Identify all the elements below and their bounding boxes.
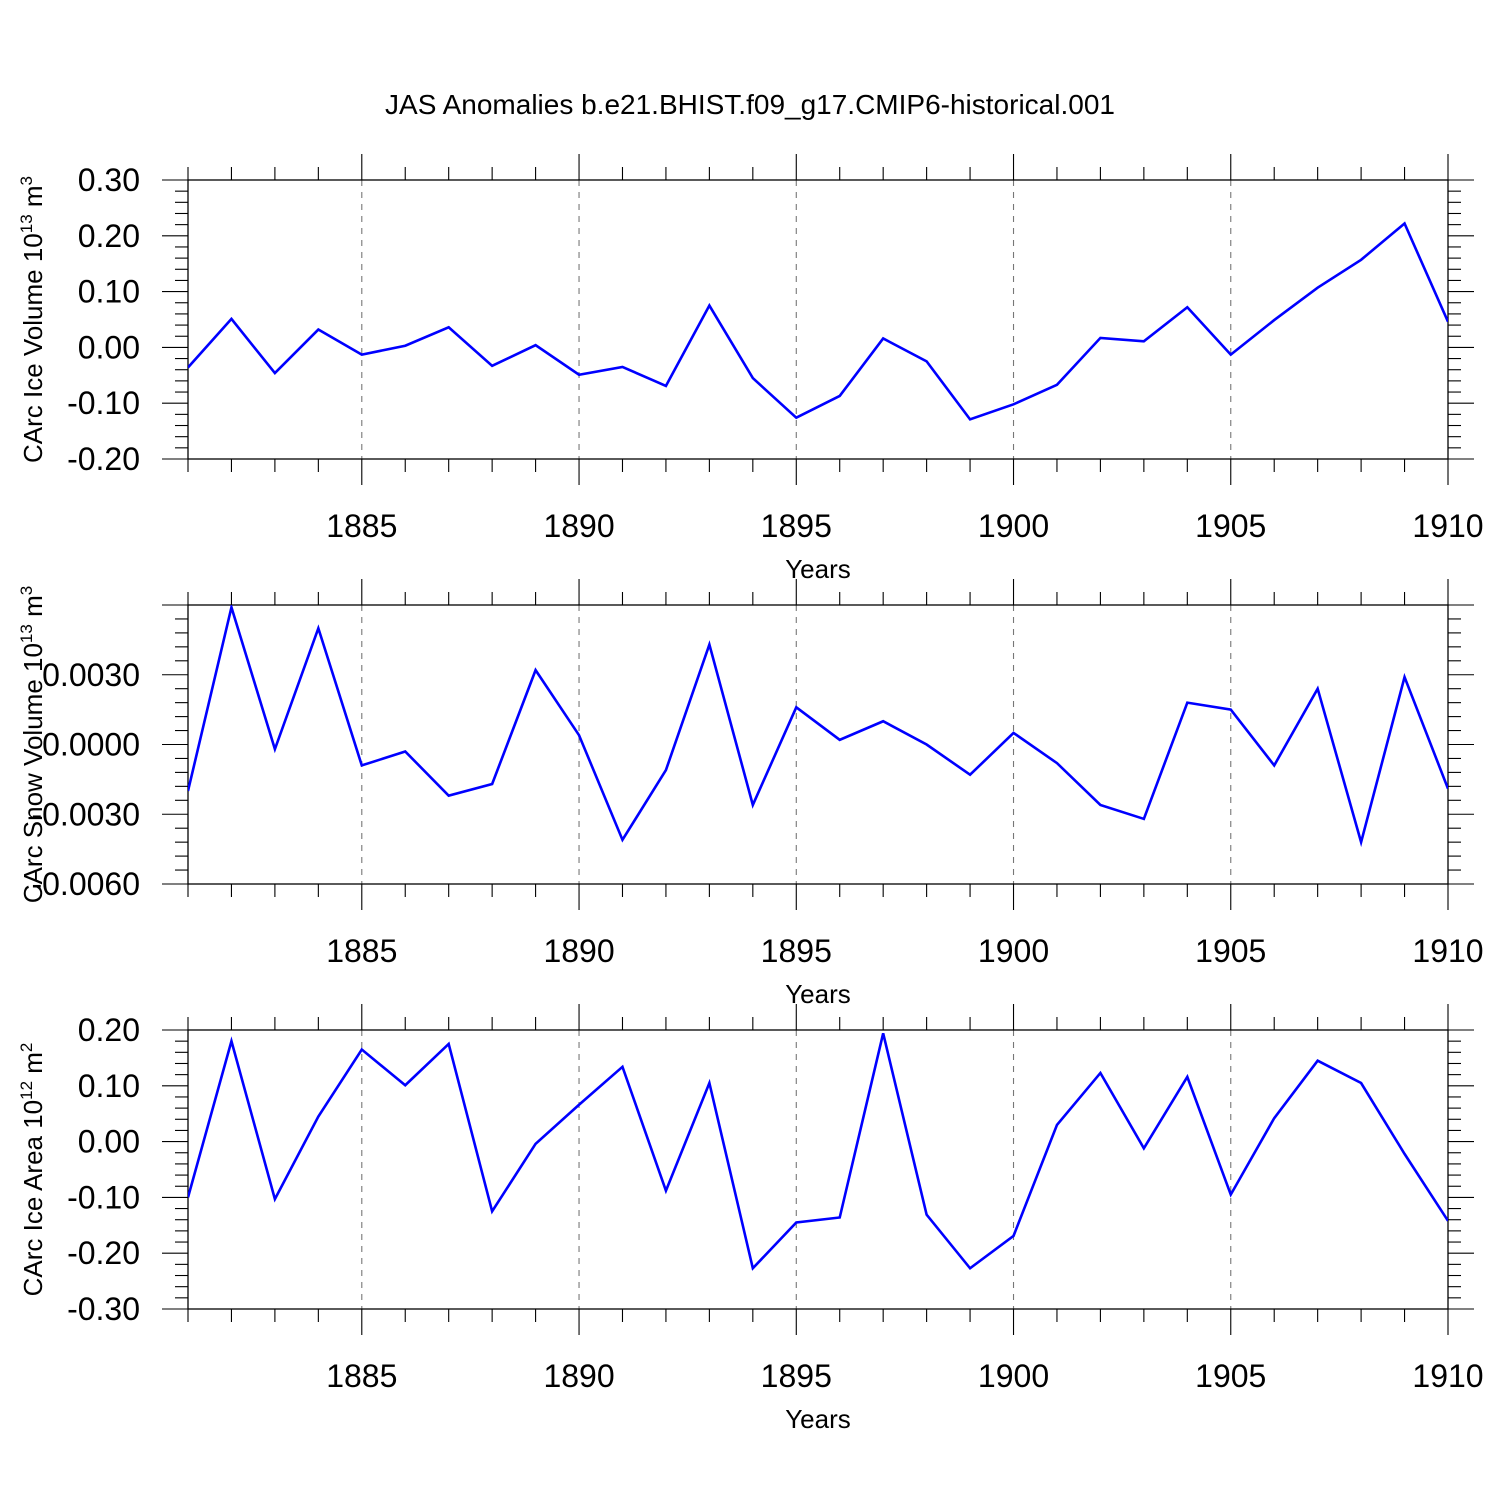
y-tick-label: 0.10 [78,274,140,310]
y-tick-label: 0.10 [78,1068,140,1104]
y-tick-label: 0.0030 [42,657,140,693]
y-tick-label: 0.0000 [42,727,140,763]
y-axis-title-ylabel-exp: 12 [17,1081,36,1100]
series-line [188,605,1448,848]
y-axis-title-ylabel: CArc Ice Volume 10 [18,233,48,463]
y-axis-title-ylabel-exp: 13 [17,624,36,643]
y-tick-label: 0.20 [78,218,140,254]
x-tick-label: 1900 [978,508,1049,544]
y-axis-title-ylabel-unit: m [18,1052,48,1081]
y-axis-title-ylabel: CArc Ice Area 10 [18,1100,48,1297]
x-tick-label: 1895 [761,1358,832,1394]
x-tick-label: 1890 [543,1358,614,1394]
y-tick-label: -0.10 [67,1179,140,1215]
x-tick-label: 1905 [1195,508,1266,544]
x-tick-label: 1905 [1195,1358,1266,1394]
x-tick-label: 1895 [761,508,832,544]
y-axis-title-ylabel-unit: m [18,595,48,624]
y-tick-label: -0.20 [67,1235,140,1271]
y-tick-label: -0.10 [67,385,140,421]
plot-frame [187,604,1449,885]
x-tick-label: 1910 [1412,1358,1483,1394]
series-line [188,221,1448,421]
x-tick-label: 1905 [1195,933,1266,969]
y-axis-title-ylabel-unit: m [18,185,48,214]
x-tick-label: 1890 [543,933,614,969]
plot-frame [187,1029,1449,1310]
x-tick-label: 1885 [326,1358,397,1394]
plot-frame [187,179,1449,460]
y-axis-title-ylabel-exp: 13 [17,214,36,233]
panels: 0.30 0.20 0.10 0.00 -0.10 -0.20 1885 1890 1895 19… [17,154,1484,1434]
panel-2: 0.0030 0.0000 -0.0030 -0.0060 1885 1890 1895 19… [17,579,1484,1009]
figure-title: JAS Anomalies b.e21.BHIST.f09_g17.CMIP6-… [385,89,1115,120]
x-tick-label: 1890 [543,508,614,544]
y-tick-label: -0.30 [67,1291,140,1327]
x-tick-label: 1885 [326,933,397,969]
y-tick-label: 0.30 [78,162,140,198]
x-tick-label: 1885 [326,508,397,544]
x-axis-title: Years [785,979,851,1009]
panel-1: 0.30 0.20 0.10 0.00 -0.10 -0.20 1885 1890 1895 19… [17,154,1484,584]
y-tick-label: 0.00 [78,329,140,365]
y-tick-label: 0.20 [78,1012,140,1048]
y-axis-title-ylabel-unit-exp: 2 [17,1043,36,1052]
y-axis-title: CArc Ice Area 1012 m2 [17,1043,48,1297]
y-tick-label: 0.00 [78,1124,140,1160]
series-line [188,1033,1448,1271]
y-axis-title-ylabel-unit-exp: 3 [17,586,36,595]
x-axis-title: Years [785,1404,851,1434]
y-tick-label: -0.0060 [31,866,140,902]
x-axis-title: Years [785,554,851,584]
x-tick-label: 1910 [1412,933,1483,969]
y-axis-title: CArc Ice Volume 1013 m3 [17,176,48,463]
x-tick-label: 1900 [978,1358,1049,1394]
y-tick-label: -0.0030 [31,796,140,832]
y-axis-title: CArc Snow Volume 1013 m3 [17,586,48,903]
x-tick-label: 1910 [1412,508,1483,544]
y-tick-label: -0.20 [67,441,140,477]
x-tick-label: 1900 [978,933,1049,969]
y-axis-title-ylabel: CArc Snow Volume 10 [18,643,48,903]
y-axis-title-ylabel-unit-exp: 3 [17,176,36,185]
x-tick-label: 1895 [761,933,832,969]
panel-3: 0.20 0.10 0.00 -0.10 -0.20 -0.30 1885 1890 1895 1… [17,1004,1484,1434]
